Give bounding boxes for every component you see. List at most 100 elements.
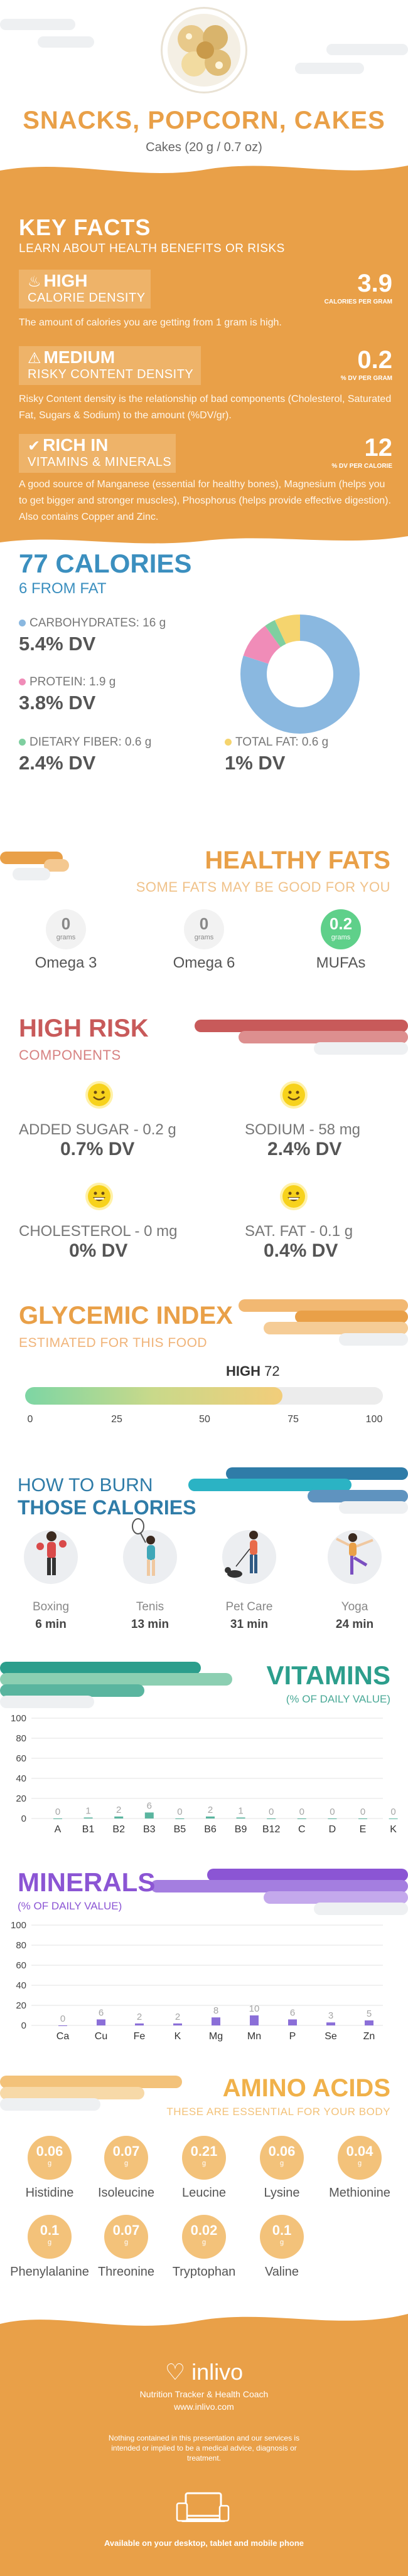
fact-level: ⚠ MEDIUM — [28, 347, 115, 367]
activity-pet-care: Pet Care 31 min — [202, 1530, 296, 1632]
amino-value-circle: 0.1 g — [260, 2215, 304, 2259]
amino-name: Threonine — [97, 2265, 155, 2279]
decor-bar — [0, 2076, 182, 2088]
key-facts-section: KEY FACTS LEARN ABOUT HEALTH BENEFITS OR… — [0, 182, 408, 530]
nutrient-label: PROTEIN: 1.9 g — [19, 675, 115, 689]
activity-name: Yoga — [341, 1600, 368, 1613]
decor-bar — [239, 1299, 408, 1312]
glycemic-number: 72 — [264, 1363, 280, 1379]
amino-value-circle: 0.04 g — [338, 2136, 382, 2180]
fact-value: 0.2 — [357, 346, 392, 374]
amino-name: Leucine — [181, 2186, 227, 2200]
risk-added-sugar: ADDED SUGAR - 0.2 g 0.7% DV — [19, 1081, 207, 1169]
glycemic-tick: 0 — [27, 1414, 33, 1425]
amino-valine: 0.1 g Valine — [241, 2215, 323, 2279]
bar-value-label: 2 — [208, 1805, 213, 1815]
fact-description: A good source of Manganese (essential fo… — [19, 479, 391, 522]
high-risk-section: HIGH RISK COMPONENTS ADDED SUGAR - 0.2 g… — [0, 997, 408, 1285]
x-tick-label: Fe — [134, 2031, 146, 2042]
section-title: HEALTHY FATS — [205, 847, 390, 874]
amino-value-circle: 0.06 g — [28, 2136, 72, 2180]
fact-value: 3.9 — [357, 270, 392, 297]
bar-value-label: 0 — [55, 1807, 60, 1817]
decor-bar — [0, 2087, 144, 2099]
glycemic-index-section: GLYCEMIC INDEX ESTIMATED FOR THIS FOOD H… — [0, 1285, 408, 1455]
decor-bar — [295, 1311, 408, 1323]
wave-divider — [0, 166, 408, 182]
decor-bar — [295, 63, 364, 74]
decor-bar — [207, 1869, 408, 1881]
decor-bar — [0, 19, 75, 30]
amino-tryptophan: 0.02 g Tryptophan — [163, 2215, 245, 2279]
y-tick-label: 20 — [16, 2000, 26, 2011]
y-tick-label: 60 — [16, 1753, 26, 1764]
fat-omega-6: 0 grams Omega 6 — [163, 909, 245, 972]
section-title: MINERALS — [18, 1867, 156, 1897]
bar-value-label: 0 — [177, 1807, 182, 1817]
tennis-icon — [123, 1518, 177, 1584]
bar-value-label: 2 — [116, 1805, 121, 1815]
x-tick-label: E — [360, 1824, 367, 1835]
hero-section: SNACKS, POPCORN, CAKES Cakes (20 g / 0.7… — [0, 0, 408, 182]
y-tick-label: 100 — [11, 1713, 26, 1724]
fact-level: ♨ HIGH — [28, 271, 88, 290]
brand-logo[interactable]: ♡ inlivo — [164, 2359, 244, 2385]
decor-bar — [44, 859, 69, 872]
calories-section: 77 CALORIES 6 FROM FAT CARBOHYDRATES: 16… — [0, 530, 408, 828]
fat-name: Omega 3 — [35, 954, 97, 971]
decor-bar — [264, 1322, 408, 1334]
bar — [83, 1817, 93, 1819]
x-tick-label: Cu — [95, 2031, 107, 2042]
bar-value-label: 0 — [299, 1807, 304, 1817]
decor-bar — [239, 1031, 408, 1043]
fat-name: Omega 6 — [173, 954, 235, 971]
x-tick-label: Mn — [247, 2031, 261, 2042]
activity-tennis: Tenis 13 min — [103, 1518, 197, 1632]
decor-bar — [226, 1467, 408, 1480]
section-subtitle: COMPONENTS — [19, 1047, 121, 1063]
fact-calorie-density: ♨ HIGH CALORIE DENSITY 3.9 CALORIES PER G… — [19, 270, 392, 332]
decor-bar — [326, 44, 408, 55]
section-subtitle: (% OF DAILY VALUE) — [286, 1693, 390, 1705]
bar-value-label: 0 — [269, 1807, 274, 1817]
fact-unit: % DV PER GRAM — [340, 375, 392, 382]
glycemic-tick: 75 — [287, 1414, 299, 1425]
section-subtitle: SOME FATS MAY BE GOOD FOR YOU — [136, 879, 390, 895]
decor-bar — [188, 1479, 352, 1491]
bar — [58, 2025, 67, 2026]
section-title: KEY FACTS — [19, 214, 151, 240]
bar-value-label: 1 — [238, 1805, 243, 1816]
glycemic-value: HIGH 72 — [226, 1363, 280, 1380]
website-link[interactable]: www.inlivo.com — [174, 2402, 234, 2412]
amino-threonine: 0.07 g Threonine — [85, 2215, 167, 2279]
risk-label: CHOLESTEROL - 0 mg — [19, 1223, 178, 1240]
fat-value-circle: 0 grams — [184, 909, 224, 949]
amino-value-circle: 0.21 g — [182, 2136, 226, 2180]
amino-leucine: 0.21 g Leucine — [163, 2136, 245, 2200]
decor-bar — [339, 1333, 408, 1346]
fat-omega-3: 0 grams Omega 3 — [25, 909, 107, 972]
fat-mufas: 0.2 grams MUFAs — [300, 909, 382, 972]
section-subtitle: ESTIMATED FOR THIS FOOD — [19, 1336, 208, 1350]
x-tick-label: Mg — [209, 2031, 223, 2042]
fact-level: ✔ RICH IN — [28, 435, 109, 455]
section-title-line1: HOW TO BURN — [18, 1475, 153, 1496]
amino-value-circle: 0.1 g — [28, 2215, 72, 2259]
heart-icon: ♡ — [164, 2359, 186, 2385]
wave-divider — [0, 2301, 408, 2326]
amino-value-circle: 0.07 g — [104, 2136, 148, 2180]
smile-icon — [85, 1081, 113, 1109]
warning-icon: ⚠ — [28, 350, 41, 367]
legend-dot — [19, 739, 26, 746]
x-tick-label: B2 — [112, 1824, 125, 1835]
y-tick-label: 40 — [16, 1980, 26, 1991]
bar-value-label: 0 — [330, 1807, 335, 1817]
fact-label: RISKY CONTENT DENSITY — [28, 367, 194, 381]
y-tick-label: 0 — [21, 2020, 26, 2031]
healthy-fats-section: HEALTHY FATS SOME FATS MAY BE GOOD FOR Y… — [0, 828, 408, 997]
food-title: SNACKS, POPCORN, CAKES — [23, 107, 385, 134]
risk-dv: 2.4% DV — [267, 1139, 342, 1159]
decor-bar — [0, 1684, 144, 1697]
x-tick-label: B5 — [174, 1824, 186, 1835]
minerals-bar-chart: 0 20 40 60 80 100 0 Ca 6 Cu 2 Fe 2 K 8 Mg 10 Mn 6 P 3 Se 5 Zn — [11, 1920, 383, 2042]
